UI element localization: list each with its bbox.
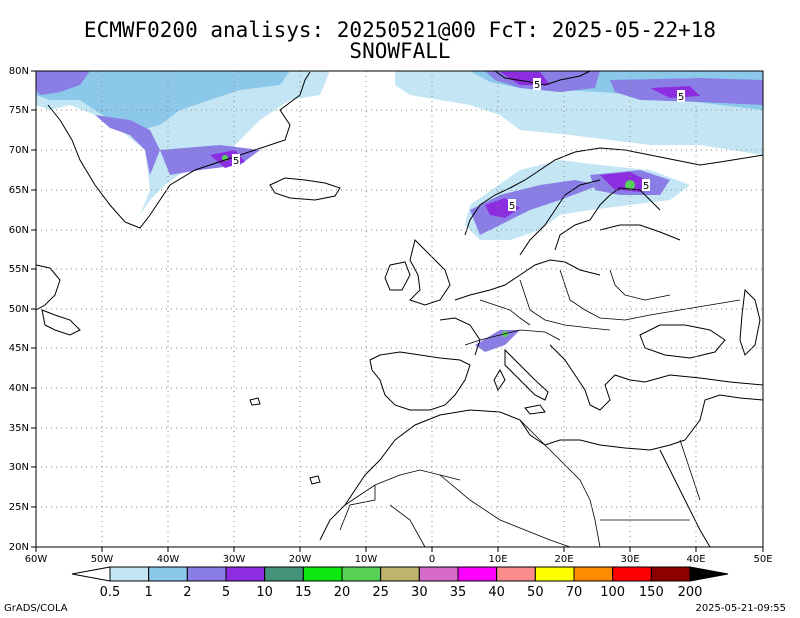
contour-label: 5 bbox=[678, 92, 684, 103]
legend-label: 1 bbox=[145, 585, 153, 600]
legend-swatch bbox=[148, 566, 188, 582]
legend-swatch bbox=[225, 566, 266, 582]
country-borders bbox=[339, 269, 741, 548]
graticule bbox=[36, 71, 763, 547]
lon-labels: 60W 50W 40W 30W 20W 10W 0 10E 20E 30E 40… bbox=[25, 554, 773, 565]
lon-label: 40E bbox=[686, 554, 705, 565]
legend-swatch bbox=[302, 566, 343, 582]
legend-label: 200 bbox=[678, 585, 703, 600]
lon-label: 60W bbox=[25, 554, 48, 565]
lat-label: 75N bbox=[9, 105, 29, 116]
lat-label: 60N bbox=[9, 225, 29, 236]
software-credit: GrADS/COLA bbox=[4, 603, 68, 614]
legend-label: 15 bbox=[295, 585, 312, 600]
contour-label: 5 bbox=[643, 181, 649, 192]
lon-label: 50W bbox=[91, 554, 114, 565]
legend-swatch bbox=[457, 566, 498, 582]
legend-label: 150 bbox=[639, 585, 664, 600]
snowfall-shading bbox=[36, 71, 763, 352]
legend-swatch bbox=[496, 566, 536, 582]
legend-label: 50 bbox=[527, 585, 544, 600]
legend-label: 2 bbox=[183, 585, 191, 600]
lon-label: 20E bbox=[554, 554, 573, 565]
legend-swatch bbox=[186, 566, 227, 582]
legend-swatch bbox=[650, 566, 691, 582]
legend-swatch bbox=[418, 566, 459, 582]
legend-swatch bbox=[380, 566, 420, 582]
lat-label: 45N bbox=[9, 343, 29, 354]
generation-timestamp: 2025-05-21-09:55 bbox=[695, 603, 786, 614]
lon-label: 0 bbox=[429, 554, 435, 565]
lat-label: 20N bbox=[9, 542, 29, 553]
lat-label: 25N bbox=[9, 502, 29, 513]
legend-labels: 0.5 1 2 5 10 15 20 25 30 35 40 50 70 100 150 200 bbox=[100, 585, 703, 600]
lat-label: 35N bbox=[9, 423, 29, 434]
lon-label: 10W bbox=[355, 554, 378, 565]
contour-label: 5 bbox=[509, 201, 515, 212]
legend-label: 10 bbox=[256, 585, 273, 600]
contour-label: 5 bbox=[233, 156, 239, 167]
legend-label: 5 bbox=[222, 585, 230, 600]
legend-label: 25 bbox=[372, 585, 389, 600]
coastlines bbox=[35, 70, 764, 548]
lat-label: 80N bbox=[9, 66, 29, 77]
lat-label: 70N bbox=[9, 145, 29, 156]
legend-swatch bbox=[573, 566, 614, 582]
legend-label: 35 bbox=[450, 585, 467, 600]
lon-label: 40W bbox=[157, 554, 180, 565]
contour-labels: 5 5 5 5 5 bbox=[232, 78, 685, 212]
lon-label: 30W bbox=[223, 554, 246, 565]
legend-label: 30 bbox=[411, 585, 428, 600]
legend-label: 20 bbox=[334, 585, 351, 600]
legend-swatch bbox=[612, 566, 652, 582]
legend-label: 100 bbox=[600, 585, 625, 600]
lon-label: 30E bbox=[620, 554, 639, 565]
legend-swatch bbox=[264, 566, 304, 582]
legend-label: 70 bbox=[566, 585, 583, 600]
legend-swatch bbox=[534, 566, 575, 582]
legend-label: 0.5 bbox=[100, 585, 121, 600]
lon-label: 20W bbox=[289, 554, 312, 565]
lat-label: 55N bbox=[9, 264, 29, 275]
lat-label: 65N bbox=[9, 185, 29, 196]
legend-swatch bbox=[71, 566, 111, 582]
lon-label: 10E bbox=[488, 554, 507, 565]
legend-swatch bbox=[689, 566, 729, 582]
lat-label: 30N bbox=[9, 462, 29, 473]
legend-swatch bbox=[109, 566, 150, 582]
lon-label: 50E bbox=[753, 554, 772, 565]
contour-label: 5 bbox=[534, 80, 540, 91]
legend-swatch bbox=[341, 566, 382, 582]
legend-label: 40 bbox=[488, 585, 505, 600]
axis-ticks bbox=[31, 70, 764, 552]
lat-label: 40N bbox=[9, 383, 29, 394]
lat-labels: 20N 25N 30N 35N 40N 45N 50N 55N 60N 65N … bbox=[9, 66, 29, 553]
legend-colorbar bbox=[71, 566, 729, 582]
lat-label: 50N bbox=[9, 304, 29, 315]
map-subtitle: SNOWFALL bbox=[349, 39, 451, 63]
map-title: ECMWF0200 analisys: 20250521@00 FcT: 202… bbox=[83, 18, 717, 42]
